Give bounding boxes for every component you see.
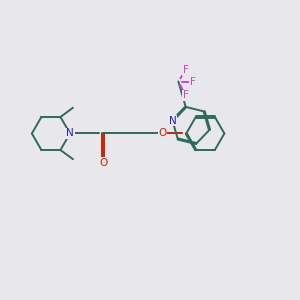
Text: F: F [183, 90, 189, 100]
Text: O: O [158, 128, 166, 139]
Text: F: F [183, 65, 189, 75]
Text: O: O [99, 158, 107, 168]
Text: N: N [169, 116, 176, 126]
Text: N: N [66, 128, 74, 139]
Text: F: F [190, 76, 196, 86]
